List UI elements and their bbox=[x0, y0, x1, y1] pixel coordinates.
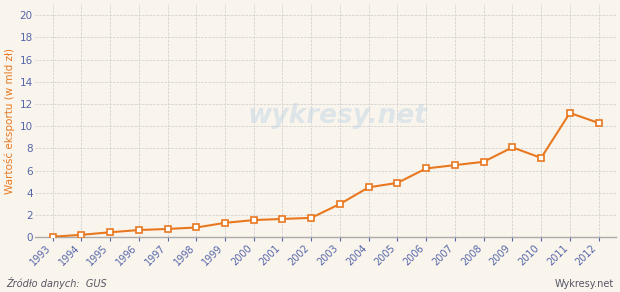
Text: wykresy.net: wykresy.net bbox=[247, 103, 427, 129]
Text: Wykresy.net: Wykresy.net bbox=[554, 279, 614, 289]
Text: Źródło danych:  GUS: Źródło danych: GUS bbox=[6, 277, 107, 289]
Y-axis label: Wartość eksportu (w mld zł): Wartość eksportu (w mld zł) bbox=[4, 48, 15, 194]
